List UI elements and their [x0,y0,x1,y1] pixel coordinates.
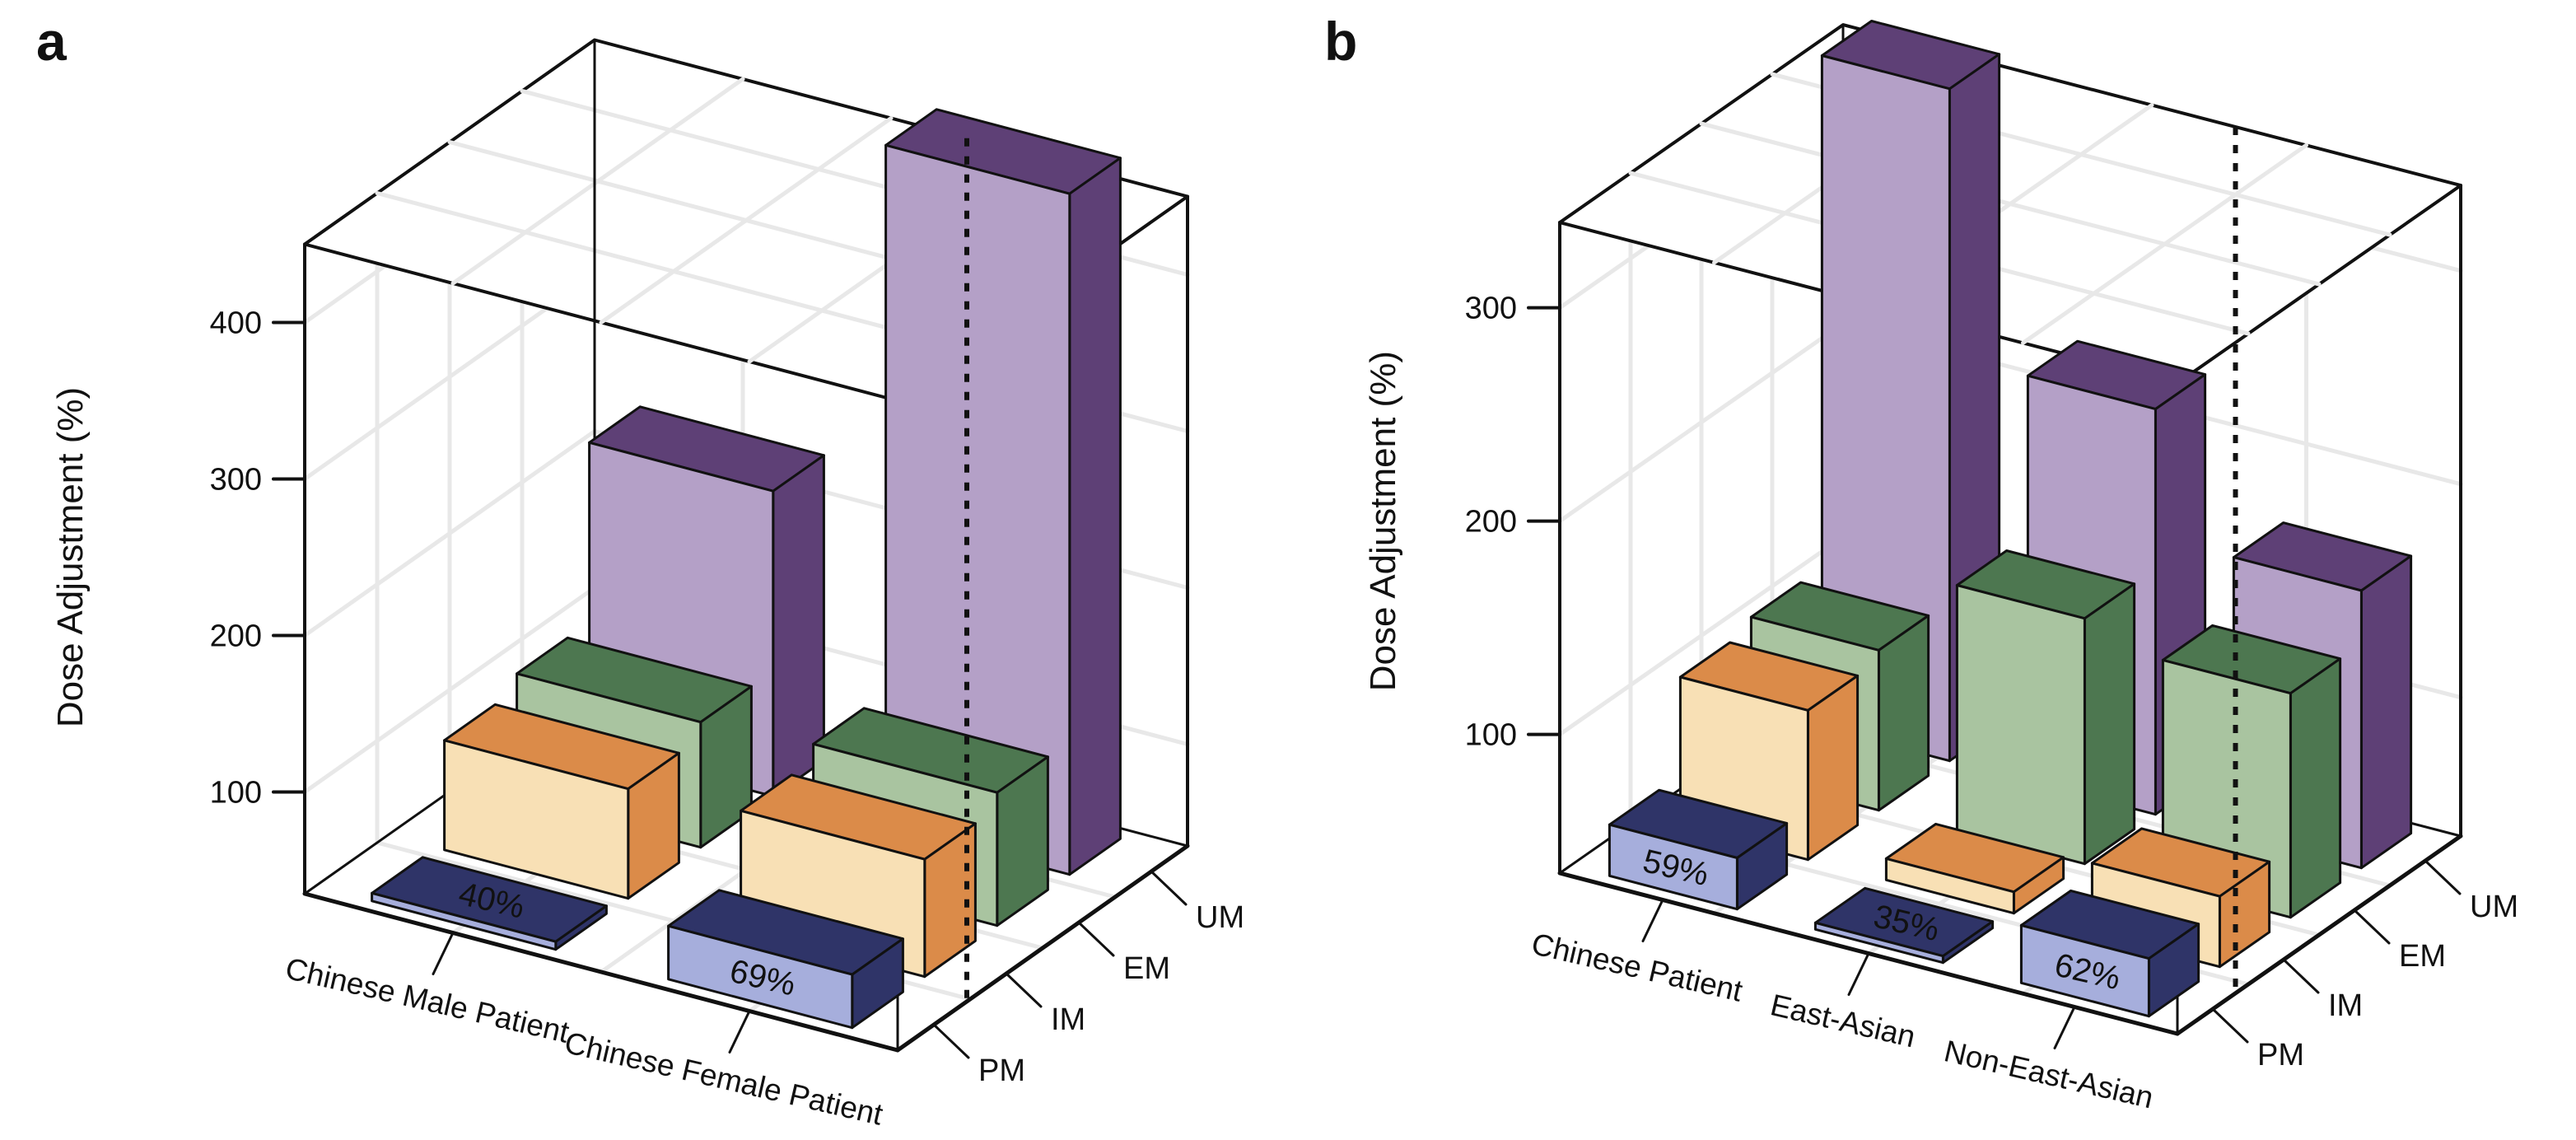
phenotype-label: EM [2399,939,2446,974]
bar-east-asian-em-side [2083,582,2136,866]
frame-edge [2353,909,2391,945]
category-label: Chinese Male Patient [282,951,573,1049]
frame-edge [932,1023,970,1059]
bar-east-asian-em-front [1955,584,2086,866]
y-tick-label: 300 [1465,292,1517,326]
panel-a-3d-bar-chart: 100 200 300 400 Dose Adjustment (%) Chinese M… [50,38,1244,1132]
phenotype-label: PM [2257,1038,2304,1072]
category-label: Chinese Female Patient [562,1026,887,1132]
bar-chinese-male-patient-pm-front [371,891,558,951]
y-tick-label: 300 [210,463,262,498]
bar-east-asian-pm-front [1813,921,1944,965]
phenotype-label: IM [2328,988,2363,1023]
bar-chinese-patient-pm-front [1608,823,1738,911]
bar-non-east-asian-em-side [2289,657,2342,919]
bar-chinese-patient-em-side [1877,614,1930,812]
phenotype-label: IM [1051,1002,1085,1037]
frame-edge [728,1010,751,1054]
y-tick-label: 400 [210,306,262,341]
panel-a: a 100 200 300 400 Dose Adjustment (%) Chinese… [36,11,1244,1132]
frame-edge [895,843,1190,1053]
panel-b: b 100 200 300 Dose Adjustment (%) Chinese Pa… [1288,0,2576,1140]
category-label: Non-East-Asian [1941,1034,2157,1114]
bar-non-east-asian-pm-front [2019,923,2150,1018]
frame-edge [2211,1007,2249,1044]
frame-edge [2053,1006,2076,1049]
y-tick-label: 100 [210,776,262,811]
y-tick-label: 200 [1465,505,1517,540]
category-label: East-Asian [1767,988,1919,1054]
y-tick-label: 100 [1465,718,1517,753]
phenotype-label: PM [978,1054,1025,1088]
grid-line [1699,121,2322,287]
bar-chinese-male-patient-im-front [443,739,630,900]
y-axis-title: Dose Adjustment (%) [50,387,91,727]
frame-edge [2282,958,2320,994]
y-axis-title: Dose Adjustment (%) [1363,351,1403,691]
grid-line [375,191,973,352]
frame-edge [432,932,455,975]
panel-a-letter: a [36,11,67,72]
y-tick-label: 200 [210,619,262,654]
frame-edge [1150,870,1188,906]
panel-b-letter: b [1324,11,1358,72]
phenotype-label: UM [1196,900,1244,935]
panel-b-3d-bar-chart: 100 200 300 Dose Adjustment (%) Chinese Pati… [1363,20,2518,1114]
bar-chinese-female-patient-um-side [1068,157,1122,876]
bar-chinese-female-patient-pm-front [667,924,854,1030]
phenotype-label: UM [2470,890,2518,924]
frame-edge [2175,834,2463,1036]
frame-edge [1641,899,1664,942]
frame-edge [1847,952,1870,996]
frame-edge [1005,972,1043,1008]
frame-edge [302,891,900,1053]
bar-east-asian-im-front [1884,857,2015,915]
frame-edge [1077,921,1115,957]
frame-edge [2424,859,2462,895]
phenotype-label: EM [1123,951,1170,986]
bar-non-east-asian-um-side [2359,554,2413,870]
category-label: Chinese Patient [1528,927,1746,1008]
